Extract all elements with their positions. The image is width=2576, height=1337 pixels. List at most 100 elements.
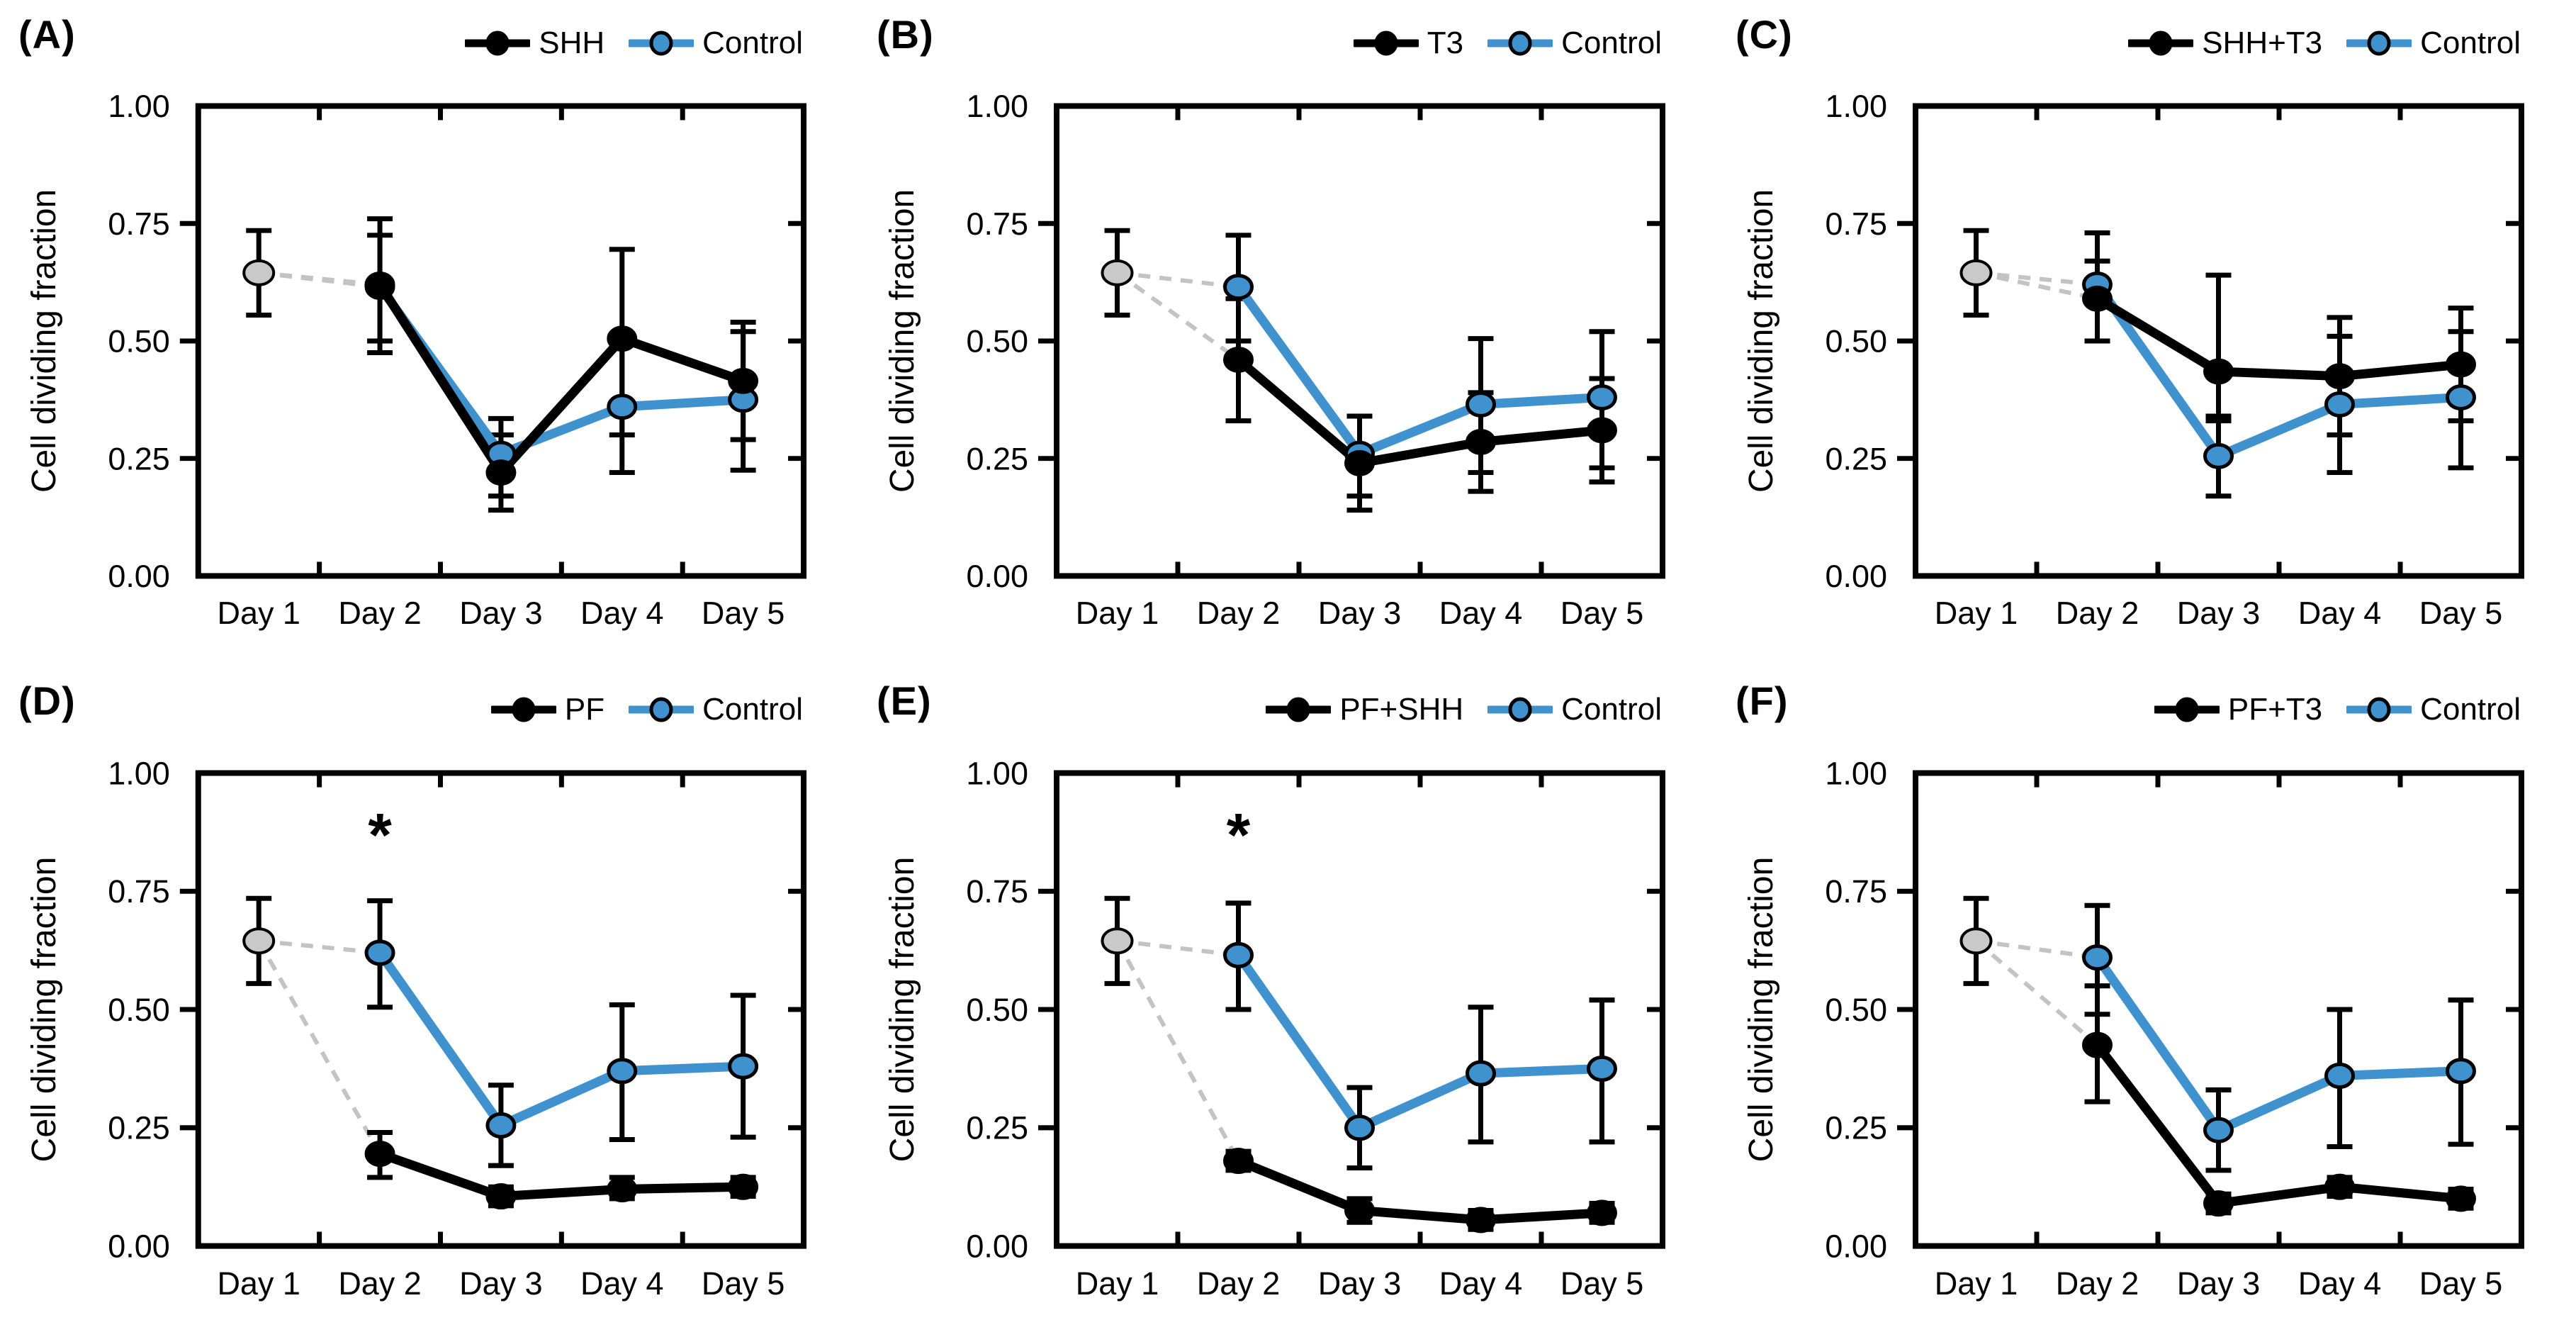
- legend-label: PF: [564, 692, 605, 727]
- y-tick-label: 0.00: [108, 1228, 170, 1264]
- y-tick-label: 0.50: [1825, 992, 1887, 1028]
- data-point-marker-control: [364, 939, 395, 966]
- y-tick-label: 0.00: [108, 558, 169, 594]
- y-tick-label: 0.25: [966, 1110, 1028, 1146]
- x-tick-label: Day 3: [1318, 595, 1401, 631]
- data-point-marker-control: [2082, 944, 2113, 971]
- plot-svg: 0.00 0.25 0.50 0.75 1.00 Day 1 Day 2 Day 3 Day 4…: [883, 755, 1665, 1302]
- y-tick-label: 0.25: [108, 440, 169, 476]
- x-tick-label: Day 1: [1076, 595, 1159, 631]
- series-line-treatment: [2093, 293, 2465, 381]
- data-point-marker-treatment: [2082, 1031, 2113, 1058]
- series-line-control: [2093, 953, 2465, 1135]
- legend-label: T3: [1427, 26, 1464, 60]
- legend-circle-icon: [2149, 30, 2173, 56]
- baseline-dashed-connector: [258, 939, 381, 955]
- y-tick-label: 0.00: [1825, 558, 1887, 594]
- x-tick-label: Day 1: [1076, 1265, 1159, 1302]
- legend-item: Control: [1487, 26, 1662, 61]
- y-tick-label: 0.25: [966, 440, 1028, 476]
- baseline-dashed-connector: [1115, 939, 1241, 1162]
- y-tick-label: 0.75: [108, 206, 169, 242]
- data-point-marker-treatment: [1223, 1147, 1254, 1175]
- y-tick-label: 0.50: [1825, 323, 1887, 359]
- y-tick-label: 0.00: [966, 1228, 1028, 1264]
- x-tick-label: Day 1: [217, 1265, 300, 1302]
- legend-item: PF: [490, 692, 605, 727]
- data-point-marker-control: [1587, 1055, 1617, 1082]
- data-point-marker-control: [485, 1112, 517, 1139]
- legend-label: Control: [702, 26, 803, 60]
- legend-marker-icon: [465, 30, 531, 56]
- legend-circle-icon: [485, 30, 510, 56]
- data-point-marker-treatment: [607, 325, 638, 352]
- baseline-dashed-connector: [1117, 939, 1239, 958]
- series-line-treatment: [375, 279, 748, 478]
- data-point-marker-control: [1587, 384, 1617, 410]
- baseline-point: [1959, 927, 1993, 955]
- data-point-marker-control: [1223, 941, 1254, 968]
- y-tick-label: 1.00: [966, 88, 1028, 124]
- baseline-dashed-connector: [257, 939, 382, 1155]
- legend-item: SHH: [465, 26, 604, 61]
- x-tick-label: Day 2: [2056, 595, 2139, 631]
- panel-e: (E) 0.00 0.25 0.50 0.75 1.00 Day 1 Day 2 Day 3 Da…: [858, 666, 1717, 1337]
- plot-svg: 0.00 0.25 0.50 0.75 1.00 Day 1 Day 2 Day 3 Day 4…: [26, 755, 807, 1302]
- legend: PF+SHH Control: [1266, 692, 1662, 727]
- plot-box: [1054, 770, 1665, 1249]
- y-tick-label: 1.00: [1825, 755, 1887, 791]
- legend-marker-icon: [490, 697, 556, 722]
- y-tick-label: 0.50: [108, 992, 170, 1028]
- y-axis-label: Cell dividing fraction: [884, 189, 921, 493]
- data-point-marker-control: [607, 1058, 638, 1085]
- legend-circle-icon: [2367, 697, 2391, 722]
- legend-marker-icon: [1487, 30, 1553, 56]
- y-axis-label: Cell dividing fraction: [26, 189, 63, 493]
- legend-item: PF+SHH: [1266, 692, 1463, 727]
- plot-svg: 0.00 0.25 0.50 0.75 1.00 Day 1 Day 2 Day 3 Day 4…: [1743, 88, 2524, 631]
- x-tick-label: Day 5: [1560, 595, 1643, 631]
- data-point-marker-treatment: [2446, 1185, 2476, 1212]
- legend-item: Control: [629, 26, 803, 61]
- legend: PF+T3 Control: [2154, 692, 2521, 727]
- legend-marker-icon: [629, 697, 694, 722]
- y-tick-label: 0.25: [108, 1110, 170, 1146]
- x-tick-label: Day 2: [1197, 595, 1280, 631]
- baseline-dashed-connector: [1976, 270, 2098, 287]
- x-tick-label: Day 4: [1439, 1265, 1523, 1302]
- x-tick-label: Day 4: [580, 595, 663, 631]
- x-tick-label: Day 5: [2419, 595, 2502, 631]
- y-axis-label: Cell dividing fraction: [1742, 857, 1780, 1163]
- panel-d: (D) 0.00 0.25 0.50 0.75 1.00 Day 1 Day 2 Day 3 Da…: [0, 666, 858, 1337]
- legend: SHH Control: [465, 26, 803, 61]
- data-point-marker-treatment: [1223, 347, 1254, 373]
- data-point-marker-control: [2324, 391, 2355, 418]
- panel-c: (C) 0.00 0.25 0.50 0.75 1.00 Day 1 Day 2 Day 3 Da…: [1717, 0, 2576, 666]
- baseline-point: [242, 259, 276, 286]
- panel-label: (E): [877, 678, 932, 723]
- y-tick-label: 0.75: [108, 873, 170, 910]
- y-tick-label: 0.00: [1825, 1228, 1887, 1264]
- panel-label: (A): [18, 12, 76, 57]
- plot-box: [195, 770, 807, 1249]
- legend-circle-icon: [2175, 697, 2199, 722]
- baseline-dashed-connector: [258, 270, 381, 289]
- legend: PF Control: [490, 692, 803, 727]
- plot-box: [1913, 770, 2524, 1249]
- legend-circle-icon: [1508, 30, 1532, 56]
- x-tick-label: Day 5: [2419, 1265, 2503, 1302]
- y-tick-label: 0.25: [1825, 440, 1887, 476]
- y-tick-label: 0.75: [1825, 206, 1887, 242]
- x-tick-label: Day 1: [1935, 1265, 2018, 1302]
- x-tick-label: Day 2: [338, 1265, 421, 1302]
- data-point-marker-treatment: [728, 1173, 759, 1200]
- x-tick-label: Day 4: [2298, 595, 2381, 631]
- baseline-dashed-connector: [1975, 270, 2098, 301]
- series-line-control: [375, 948, 748, 1130]
- legend-label: SHH+T3: [2202, 26, 2323, 60]
- x-tick-label: Day 2: [1197, 1265, 1281, 1302]
- data-point-marker-treatment: [1587, 417, 1617, 444]
- x-tick-label: Day 2: [338, 595, 421, 631]
- baseline-point: [1101, 927, 1134, 955]
- data-point-marker-control: [1223, 274, 1254, 301]
